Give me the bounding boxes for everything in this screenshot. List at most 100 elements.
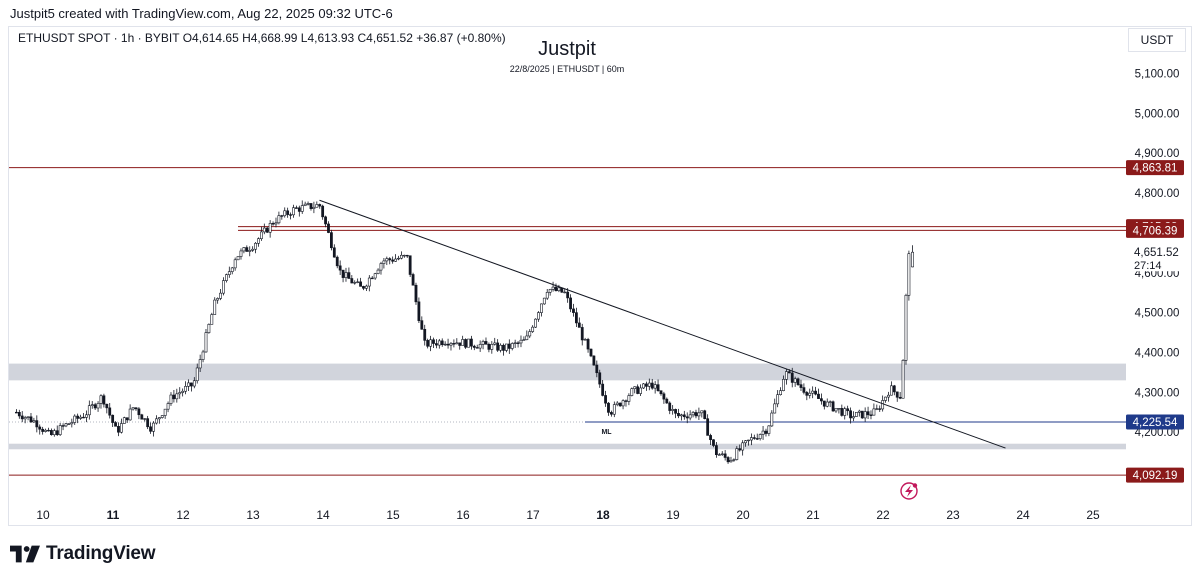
- candle-body-275: [817, 393, 820, 399]
- candle-body-265: [787, 371, 791, 374]
- candle-body-250: [744, 440, 747, 444]
- candle-body-281: [834, 408, 838, 412]
- annotation-label-0: ML: [601, 429, 612, 436]
- candle-body-208: [621, 400, 625, 407]
- candle-body-50: [160, 415, 164, 418]
- x-tick-21: 21: [806, 508, 820, 522]
- candle-body-284: [843, 408, 847, 416]
- candle-body-235: [700, 410, 704, 414]
- candle-body-53: [169, 394, 173, 404]
- candle-body-93: [286, 210, 290, 215]
- candle-body-200: [598, 372, 602, 385]
- current-price-box: [1127, 245, 1183, 272]
- alert-lightning-bolt: [905, 485, 913, 497]
- candle-body-160: [481, 341, 485, 345]
- candle-body-169: [507, 343, 511, 349]
- last-candle-body: [911, 251, 914, 268]
- candle-body-101: [309, 203, 313, 209]
- candle-body-174: [522, 339, 526, 341]
- tradingview-brand: TradingView: [10, 543, 156, 565]
- candle-body-203: [607, 402, 610, 413]
- descending-trendline[interactable]: [319, 199, 1006, 449]
- candle-body-215: [642, 383, 645, 389]
- candle-body-221: [659, 390, 663, 395]
- candle-body-66: [207, 324, 211, 333]
- candle-body-14: [55, 430, 59, 435]
- candle-body-240: [714, 445, 718, 456]
- candle-body-165: [496, 342, 500, 351]
- candle-body-175: [525, 335, 529, 340]
- candle-body-119: [362, 286, 365, 289]
- tradingview-name: TradingView: [46, 543, 156, 564]
- candle-body-69: [216, 298, 220, 301]
- currency-selector[interactable]: USDT: [1128, 28, 1186, 52]
- candle-body-258: [767, 425, 771, 434]
- x-tick-16: 16: [456, 508, 470, 522]
- candle-body-45: [146, 418, 150, 428]
- x-tick-17: 17: [526, 508, 540, 522]
- candle-body-22: [79, 416, 82, 419]
- x-tick-15: 15: [386, 508, 400, 522]
- candle-body-73: [227, 271, 231, 275]
- y-tick-4500: 4,500.00: [1135, 308, 1180, 320]
- candle-body-231: [688, 414, 692, 419]
- candle-body-186: [557, 287, 561, 292]
- x-tick-12: 12: [176, 508, 190, 522]
- candle-body-83: [257, 238, 260, 244]
- candle-body-166: [499, 344, 502, 351]
- candle-body-103: [315, 204, 319, 208]
- candle-body-261: [776, 394, 780, 405]
- candle-body-13: [52, 430, 56, 436]
- candle-body-202: [604, 395, 607, 404]
- candle-body-71: [222, 280, 225, 294]
- x-tick-23: 23: [946, 508, 960, 522]
- candle-body-273: [811, 390, 815, 394]
- candle-body-236: [703, 410, 707, 419]
- candle-body-185: [554, 286, 558, 292]
- candle-body-246: [732, 459, 736, 461]
- candle-body-294: [872, 408, 876, 416]
- candle-body-148: [446, 343, 450, 346]
- candle-body-194: [580, 327, 584, 341]
- x-tick-24: 24: [1016, 508, 1030, 522]
- candle-body-91: [280, 215, 284, 217]
- candle-body-288: [854, 412, 858, 417]
- candle-body-47: [152, 422, 155, 432]
- price-badge-4,092.19: [1126, 467, 1184, 483]
- candle-body-257: [764, 430, 768, 434]
- candle-body-96: [294, 207, 298, 209]
- candle-body-300: [889, 385, 893, 396]
- candle-body-223: [665, 398, 669, 404]
- candle-body-299: [887, 394, 890, 398]
- candle-body-58: [184, 386, 187, 392]
- candle-body-21: [76, 415, 80, 419]
- candle-body-285: [846, 408, 850, 412]
- price-badge-text-4,092.19: 4,092.19: [1133, 470, 1178, 482]
- candle-body-32: [108, 407, 112, 416]
- price-badge-text-4,225.54: 4,225.54: [1133, 417, 1178, 429]
- candle-body-17: [64, 423, 68, 427]
- candle-body-104: [318, 204, 322, 207]
- candle-body-204: [609, 412, 613, 415]
- support-zone-1: [9, 443, 1126, 450]
- chart-title: Justpit: [538, 38, 596, 60]
- candle-body-303: [898, 396, 902, 399]
- candle-body-256: [761, 430, 765, 435]
- candle-body-49: [157, 417, 161, 420]
- candle-body-149: [449, 343, 453, 346]
- x-tick-22: 22: [876, 508, 890, 522]
- candle-body-70: [219, 292, 222, 299]
- candle-body-10: [44, 429, 47, 432]
- candle-body-129: [391, 259, 395, 262]
- y-tick-4800: 4,800.00: [1135, 188, 1180, 200]
- candle-body-196: [586, 339, 590, 350]
- candle-body-38: [125, 417, 129, 421]
- candle-body-163: [490, 344, 494, 350]
- candle-body-65: [204, 332, 208, 353]
- candle-body-78: [242, 247, 246, 252]
- candle-body-268: [796, 378, 800, 385]
- candle-body-23: [82, 416, 85, 419]
- candle-body-87: [268, 223, 272, 233]
- candle-body-3: [23, 417, 27, 420]
